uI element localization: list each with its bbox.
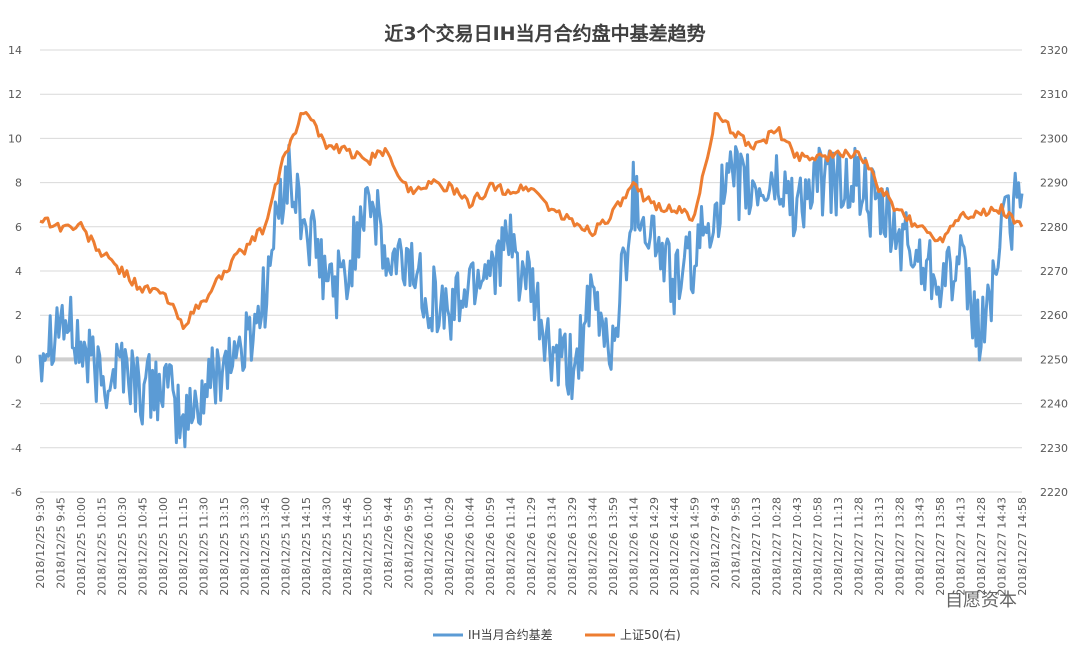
x-tick-label: 2018/12/27 14:28: [975, 497, 988, 596]
chart-title: 近3个交易日IH当月合约盘中基差趋势: [384, 22, 705, 45]
x-tick-label: 2018/12/26 10:14: [423, 497, 436, 596]
x-tick-label: 2018/12/26 14:59: [689, 497, 702, 596]
x-tick-label: 2018/12/27 13:58: [934, 497, 947, 596]
x-axis: 2018/12/25 9:30 2018/12/25 9:45 2018/12/25…: [34, 497, 1029, 596]
y-right-tick-label: 2240: [1040, 398, 1068, 411]
x-tick-label: 2018/12/27 14:13: [955, 497, 968, 596]
y-left-tick-label: 14: [8, 44, 22, 57]
x-tick-label: 2018/12/26 9:59: [402, 497, 415, 589]
x-tick-label: 2018/12/25 10:45: [136, 497, 149, 596]
x-tick-label: 2018/12/27 9:58: [730, 497, 743, 589]
y-left-tick-label: -6: [11, 486, 22, 499]
x-tick-label: 2018/12/25 13:30: [239, 497, 252, 596]
x-tick-label: 2018/12/26 10:59: [484, 497, 497, 596]
series-line-sse50: [39, 111, 1024, 330]
x-tick-label: 2018/12/25 14:15: [300, 497, 313, 596]
legend-label-basis: IH当月合约基差: [468, 627, 553, 642]
x-tick-label: 2018/12/25 11:00: [157, 497, 170, 596]
x-tick-label: 2018/12/25 15:00: [361, 497, 374, 596]
x-tick-label: 2018/12/26 9:44: [382, 497, 395, 589]
x-tick-label: 2018/12/27 11:28: [852, 497, 865, 596]
x-tick-label: 2018/12/25 9:30: [34, 497, 47, 589]
y-right-tick-label: 2260: [1040, 309, 1068, 322]
y-right-tick-label: 2270: [1040, 265, 1068, 278]
y-right-tick-label: 2220: [1040, 486, 1068, 499]
y-right-tick-label: 2320: [1040, 44, 1068, 57]
x-tick-label: 2018/12/27 10:43: [791, 497, 804, 596]
x-tick-label: 2018/12/26 13:44: [586, 497, 599, 596]
x-tick-label: 2018/12/26 10:29: [443, 497, 456, 596]
x-tick-label: 2018/12/26 11:29: [525, 497, 538, 596]
x-tick-label: 2018/12/27 11:13: [832, 497, 845, 596]
y-right-tick-label: 2290: [1040, 177, 1068, 190]
x-tick-label: 2018/12/25 11:15: [177, 497, 190, 596]
legend-label-sse50: 上证50(右): [620, 627, 681, 642]
x-tick-label: 2018/12/27 14:58: [1016, 497, 1029, 596]
x-tick-label: 2018/12/27 13:13: [873, 497, 886, 596]
series-line-basis: [38, 143, 1024, 449]
x-tick-label: 2018/12/26 14:44: [668, 497, 681, 596]
x-tick-label: 2018/12/27 10:58: [811, 497, 824, 596]
y-axis-right: 2220 2230 2240 2250 2260 2270 2280 2290 2300 2310…: [1040, 44, 1068, 499]
y-axis-left: -6 -4 -2 0 2 4 6 8 10 12 14: [8, 44, 22, 499]
x-tick-label: 2018/12/25 14:30: [320, 497, 333, 596]
y-right-tick-label: 2250: [1040, 353, 1068, 366]
x-tick-label: 2018/12/26 11:14: [505, 497, 518, 596]
watermark: 自愿资本: [945, 590, 1017, 611]
x-tick-label: 2018/12/26 14:14: [627, 497, 640, 596]
y-left-tick-label: 10: [8, 132, 22, 145]
x-tick-label: 2018/12/25 11:30: [198, 497, 211, 596]
x-tick-label: 2018/12/26 13:29: [566, 497, 579, 596]
x-tick-label: 2018/12/26 10:44: [464, 497, 477, 596]
x-tick-label: 2018/12/27 9:43: [709, 497, 722, 589]
x-tick-label: 2018/12/25 9:45: [54, 497, 67, 589]
x-tick-label: 2018/12/25 13:15: [218, 497, 231, 596]
y-right-tick-label: 2230: [1040, 442, 1068, 455]
y-left-tick-label: 2: [15, 309, 22, 322]
x-tick-label: 2018/12/25 10:00: [75, 497, 88, 596]
y-left-tick-label: 4: [15, 265, 22, 278]
y-left-tick-label: 12: [8, 88, 22, 101]
x-tick-label: 2018/12/27 10:13: [750, 497, 763, 596]
y-left-tick-label: -2: [11, 398, 22, 411]
y-right-tick-label: 2310: [1040, 88, 1068, 101]
y-right-tick-label: 2300: [1040, 132, 1068, 145]
x-tick-label: 2018/12/25 10:15: [95, 497, 108, 596]
y-left-tick-label: -4: [11, 442, 22, 455]
legend: IH当月合约基差 上证50(右): [433, 627, 681, 642]
x-tick-label: 2018/12/26 13:14: [545, 497, 558, 596]
series-lines: [38, 107, 1024, 449]
y-left-tick-label: 0: [15, 353, 22, 366]
y-left-tick-label: 6: [15, 221, 22, 234]
x-tick-label: 2018/12/25 10:30: [116, 497, 129, 596]
x-tick-label: 2018/12/26 14:29: [648, 497, 661, 596]
x-tick-label: 2018/12/27 13:28: [893, 497, 906, 596]
y-left-tick-label: 8: [15, 177, 22, 190]
x-tick-label: 2018/12/27 10:28: [771, 497, 784, 596]
x-tick-label: 2018/12/25 13:45: [259, 497, 272, 596]
x-tick-label: 2018/12/25 14:45: [341, 497, 354, 596]
x-tick-label: 2018/12/27 14:43: [996, 497, 1009, 596]
x-tick-label: 2018/12/25 14:00: [280, 497, 293, 596]
x-tick-label: 2018/12/27 13:43: [914, 497, 927, 596]
x-tick-label: 2018/12/26 13:59: [607, 497, 620, 596]
y-right-tick-label: 2280: [1040, 221, 1068, 234]
